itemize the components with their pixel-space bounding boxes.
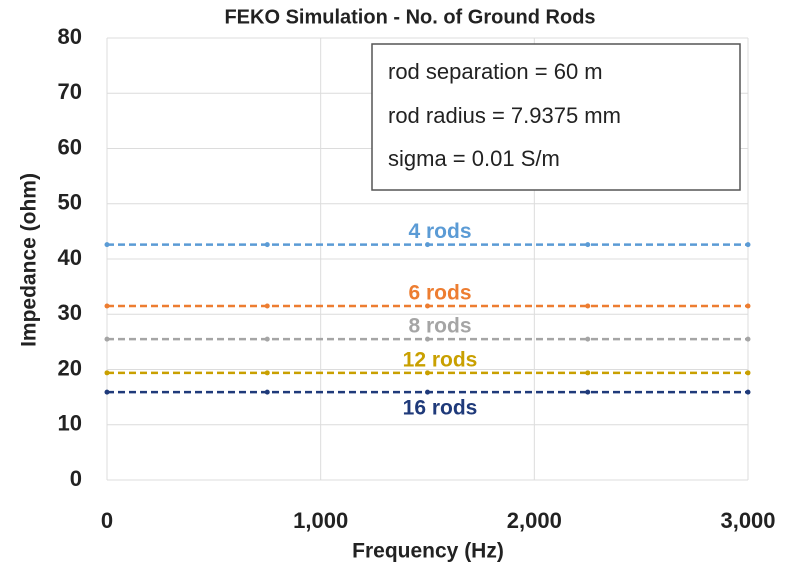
- x-tick-label: 0: [101, 508, 113, 533]
- x-axis-label: Frequency (Hz): [352, 540, 504, 563]
- series-label: 12 rods: [403, 348, 478, 371]
- point: [104, 336, 110, 342]
- chart-title: FEKO Simulation - No. of Ground Rods: [224, 6, 595, 28]
- annotation-line: rod separation = 60 m: [388, 59, 603, 84]
- point: [425, 242, 430, 248]
- point: [585, 336, 591, 342]
- y-axis-label: Impedance (ohm): [18, 173, 41, 347]
- point: [745, 303, 751, 309]
- y-tick-label: 70: [58, 79, 82, 104]
- point: [745, 389, 751, 395]
- point: [425, 370, 430, 376]
- point: [104, 242, 110, 248]
- point: [425, 303, 430, 309]
- series-label: 4 rods: [408, 220, 471, 243]
- x-tick-label: 2,000: [507, 508, 562, 533]
- point: [745, 336, 751, 342]
- point: [264, 242, 270, 248]
- series-label: 16 rods: [403, 397, 478, 420]
- point: [104, 389, 110, 395]
- point: [745, 370, 751, 376]
- point: [585, 389, 591, 395]
- y-tick-label: 60: [58, 134, 82, 159]
- annotation-box: [371, 43, 741, 191]
- point: [264, 336, 270, 342]
- point: [264, 389, 270, 395]
- point: [585, 370, 591, 376]
- annotation-line: sigma = 0.01 S/m: [388, 146, 560, 171]
- point: [104, 370, 110, 376]
- point: [585, 242, 591, 248]
- series-label: 6 rods: [408, 282, 471, 305]
- y-tick-label: 50: [58, 190, 82, 215]
- point: [425, 336, 430, 342]
- point: [745, 242, 751, 248]
- y-tick-label: 10: [58, 411, 82, 436]
- y-tick-label: 40: [58, 245, 82, 270]
- y-tick-label: 0: [70, 466, 82, 491]
- series-label: 8 rods: [408, 315, 471, 338]
- point: [585, 303, 591, 309]
- y-tick-label: 80: [58, 24, 82, 49]
- x-tick-label: 3,000: [720, 508, 775, 533]
- annotation-line: rod radius = 7.9375 mm: [388, 103, 621, 128]
- point: [104, 303, 110, 309]
- point: [425, 389, 430, 395]
- x-tick-label: 1,000: [293, 508, 348, 533]
- y-tick-label: 30: [58, 300, 82, 325]
- y-tick-label: 20: [58, 355, 82, 380]
- point: [264, 370, 270, 376]
- point: [264, 303, 270, 309]
